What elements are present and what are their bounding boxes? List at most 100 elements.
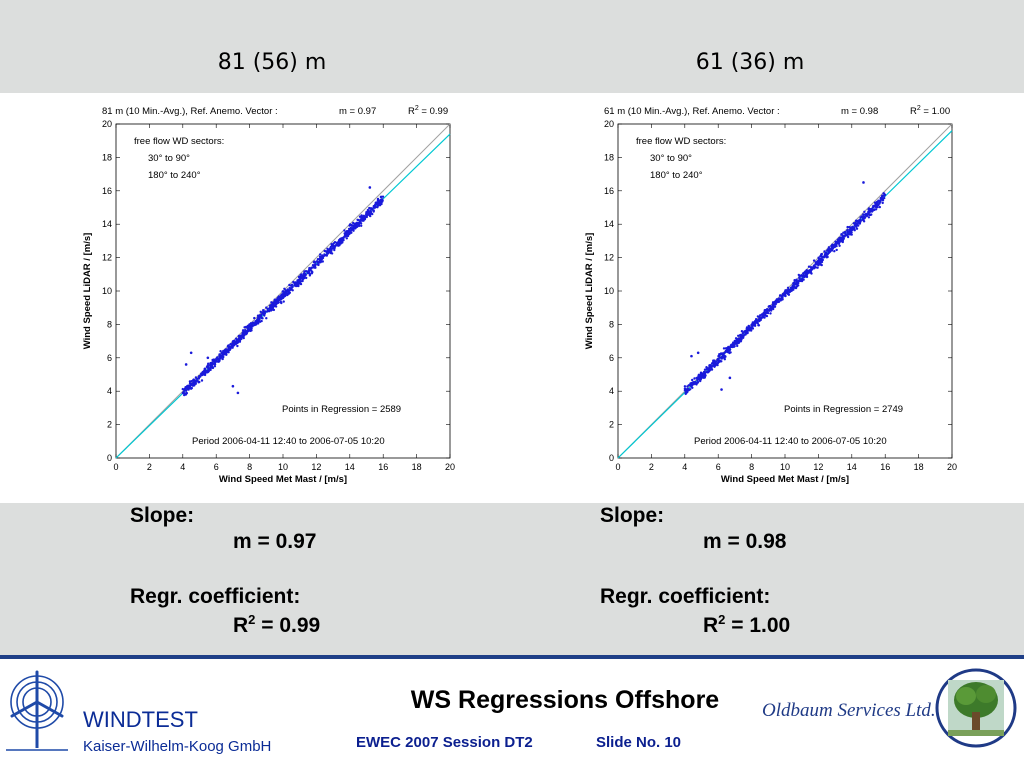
- scatter-point: [819, 254, 822, 258]
- windtest-subtitle: Kaiser-Wilhelm-Koog GmbH: [83, 738, 272, 755]
- scatter-point: [718, 359, 722, 363]
- panel-right-height-title: 61 (36) m: [695, 50, 805, 75]
- scatter-outlier: [184, 363, 188, 366]
- scatter-point: [833, 250, 836, 253]
- scatter-point: [702, 376, 705, 379]
- scatter-point: [188, 386, 192, 390]
- x-tick-label: 8: [749, 462, 754, 472]
- scatter-point: [362, 215, 365, 218]
- scatter-point: [195, 377, 199, 380]
- scatter-point: [820, 257, 823, 261]
- scatter-point: [329, 248, 332, 252]
- y-tick-label: 4: [609, 386, 614, 396]
- r2-value-left: R2 = 0.99: [233, 612, 321, 637]
- scatter-point: [203, 372, 207, 375]
- scatter-point: [288, 286, 291, 290]
- x-tick-label: 14: [345, 462, 355, 472]
- scatter-point: [761, 314, 765, 318]
- y-tick-label: 16: [102, 186, 112, 196]
- scatter-point: [237, 334, 240, 338]
- scatter-point: [768, 308, 771, 311]
- scatter-point: [228, 348, 231, 352]
- scatter-point: [805, 270, 809, 273]
- chart-slope-text: m = 0.97: [339, 106, 376, 117]
- slope-label-right: Slope:: [600, 504, 665, 527]
- scatter-point: [683, 385, 687, 388]
- scatter-point: [847, 231, 850, 234]
- scatter-point: [816, 266, 819, 269]
- scatter-point: [713, 359, 716, 362]
- scatter-point: [335, 243, 338, 246]
- scatter-point: [706, 367, 709, 370]
- scatter-point: [801, 277, 804, 280]
- scatter-chart-right: 0 2 4 6 8 10 12 14 16 18 20 0 2 4 6 8 10 12 14 16 18 20 61 m (…: [580, 100, 972, 490]
- scatter-point: [770, 305, 773, 309]
- scatter-point: [784, 290, 787, 293]
- scatter-point: [185, 391, 188, 395]
- scatter-point: [265, 306, 268, 309]
- scatter-point: [231, 345, 234, 348]
- scatter-point: [332, 242, 335, 245]
- scatter-point: [724, 349, 728, 353]
- scatter-point: [301, 279, 304, 283]
- scatter-point: [733, 339, 736, 343]
- scatter-point: [311, 270, 314, 274]
- scatter-point: [781, 298, 784, 301]
- scatter-point: [802, 275, 806, 278]
- scatter-point: [862, 217, 865, 221]
- scatter-point: [703, 368, 707, 371]
- scatter-point: [190, 386, 193, 390]
- period-text: Period 2006-04-11 12:40 to 2006-07-05 10…: [192, 436, 385, 447]
- scatter-point: [739, 335, 742, 338]
- scatter-point: [273, 300, 276, 303]
- scatter-point: [873, 208, 876, 211]
- scatter-point: [745, 326, 749, 330]
- scatter-point: [206, 366, 209, 369]
- panel-left-height-title: 81 (56) m: [217, 50, 327, 75]
- scatter-point: [265, 310, 269, 313]
- scatter-point: [265, 317, 268, 320]
- scatter-point: [220, 355, 223, 359]
- scatter-point: [298, 282, 302, 285]
- scatter-point: [321, 260, 324, 263]
- scatter-point: [728, 346, 732, 349]
- scatter-point: [261, 311, 264, 315]
- scatter-point: [799, 279, 802, 283]
- scatter-point: [346, 232, 349, 235]
- scatter-point: [722, 347, 726, 350]
- x-tick-label: 4: [682, 462, 687, 472]
- scatter-point: [832, 244, 836, 248]
- scatter-point: [348, 224, 351, 227]
- scatter-point: [846, 233, 849, 236]
- scatter-point: [200, 379, 204, 382]
- scatter-point: [808, 269, 811, 272]
- x-tick-label: 0: [113, 462, 118, 472]
- scatter-point: [270, 301, 273, 304]
- scatter-point: [824, 255, 827, 258]
- scatter-point: [197, 377, 201, 380]
- scatter-point: [279, 297, 283, 300]
- scatter-point: [185, 386, 188, 390]
- scatter-point: [852, 227, 855, 230]
- scatter-point: [349, 231, 353, 234]
- x-tick-label: 8: [247, 462, 252, 472]
- scatter-point: [222, 355, 225, 359]
- x-tick-label: 10: [780, 462, 790, 472]
- scatter-point: [827, 246, 831, 249]
- scatter-point: [724, 355, 727, 358]
- windtest-turbine-logo-icon: [6, 670, 68, 751]
- scatter-point: [353, 223, 356, 226]
- scatter-point: [236, 341, 240, 344]
- scatter-point: [192, 381, 195, 385]
- scatter-point: [350, 223, 353, 227]
- scatter-chart-left: 0 2 4 6 8 10 12 14 16 18 20 0 2 4 6 8 10 12 14 16 18 20 81 m (…: [78, 100, 470, 490]
- scatter-point: [818, 258, 821, 261]
- scatter-point: [784, 294, 787, 297]
- scatter-point: [270, 303, 274, 306]
- scatter-point: [333, 248, 336, 252]
- scatter-point: [696, 380, 700, 384]
- scatter-point: [738, 339, 741, 343]
- scatter-point: [281, 296, 284, 299]
- scatter-point: [781, 292, 785, 296]
- scatter-point: [362, 217, 365, 220]
